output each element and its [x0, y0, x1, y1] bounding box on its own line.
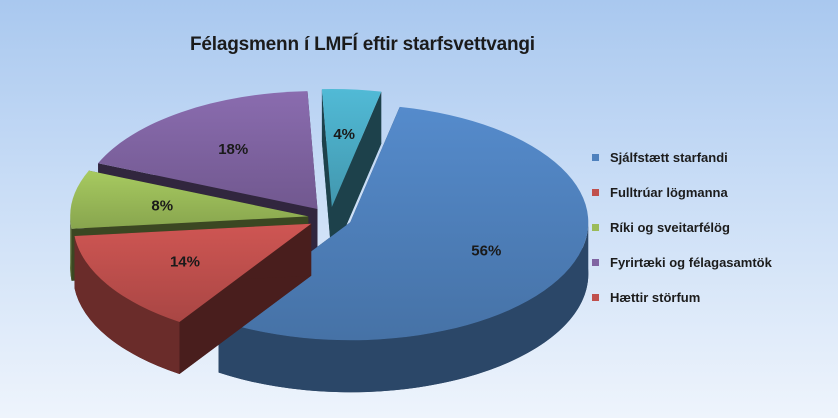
legend-item-fulltru-ar-lo-gmanna: Fulltrúar lögmanna: [592, 183, 772, 201]
slice-rim: [70, 216, 72, 281]
legend-label: Hættir störfum: [610, 289, 701, 305]
slice-top: [98, 91, 318, 209]
legend-swatch: [592, 153, 599, 161]
legend-swatch: [592, 223, 599, 231]
legend-item-ri-ki-og-sveitarfe-lo-g: Ríki og sveitarfélög: [592, 218, 772, 236]
legend-item-h-ttir-sto-rfum: Hættir störfum: [592, 288, 772, 306]
slice-wall: [331, 91, 382, 260]
slice-top: [321, 89, 382, 208]
legend-label: Ríki og sveitarfélög: [610, 219, 730, 235]
legend-label: Fyrirtæki og félagasamtök: [610, 254, 772, 270]
pie-slice-sja-lfst-tt-starfandi: [218, 106, 589, 393]
legend-swatch: [592, 258, 599, 266]
data-label-fulltru-ar-lo-gmanna: 14%: [170, 254, 200, 271]
pie-slice-fulltru-ar-lo-gmanna: [74, 223, 312, 374]
legend-swatch: [592, 188, 599, 196]
slice-rim: [218, 222, 589, 393]
pie-slice-h-ttir-sto-rfum: [321, 89, 382, 260]
legend-label: Fulltrúar lögmanna: [610, 184, 728, 200]
data-label-h-ttir-sto-rfum: 4%: [333, 126, 355, 143]
data-label-sja-lfst-tt-starfandi: 56%: [471, 243, 501, 260]
slice-top: [218, 106, 589, 341]
legend-item-sja-lfst-tt-starfandi: Sjálfstætt starfandi: [592, 148, 772, 166]
legend-item-fyrirt-ki-og-fe-lagasamto-k: Fyrirtæki og félagasamtök: [592, 253, 772, 271]
legend-swatch: [592, 293, 599, 301]
slice-top: [70, 170, 309, 229]
legend-label: Sjálfstætt starfandi: [610, 149, 728, 165]
slice-wall: [321, 89, 332, 260]
slice-rim: [74, 236, 180, 374]
chart-title: Félagsmenn í LMFÍ eftir starfsvettvangi: [190, 34, 535, 55]
data-label-fyrirt-ki-og-fe-lagasamto-k: 18%: [218, 141, 248, 158]
data-label-ri-ki-og-sveitarfe-lo-g: 8%: [151, 198, 173, 215]
slice-top: [74, 223, 312, 322]
legend: Sjálfstætt starfandi Fulltrúar lögmanna Rí…: [592, 148, 772, 323]
